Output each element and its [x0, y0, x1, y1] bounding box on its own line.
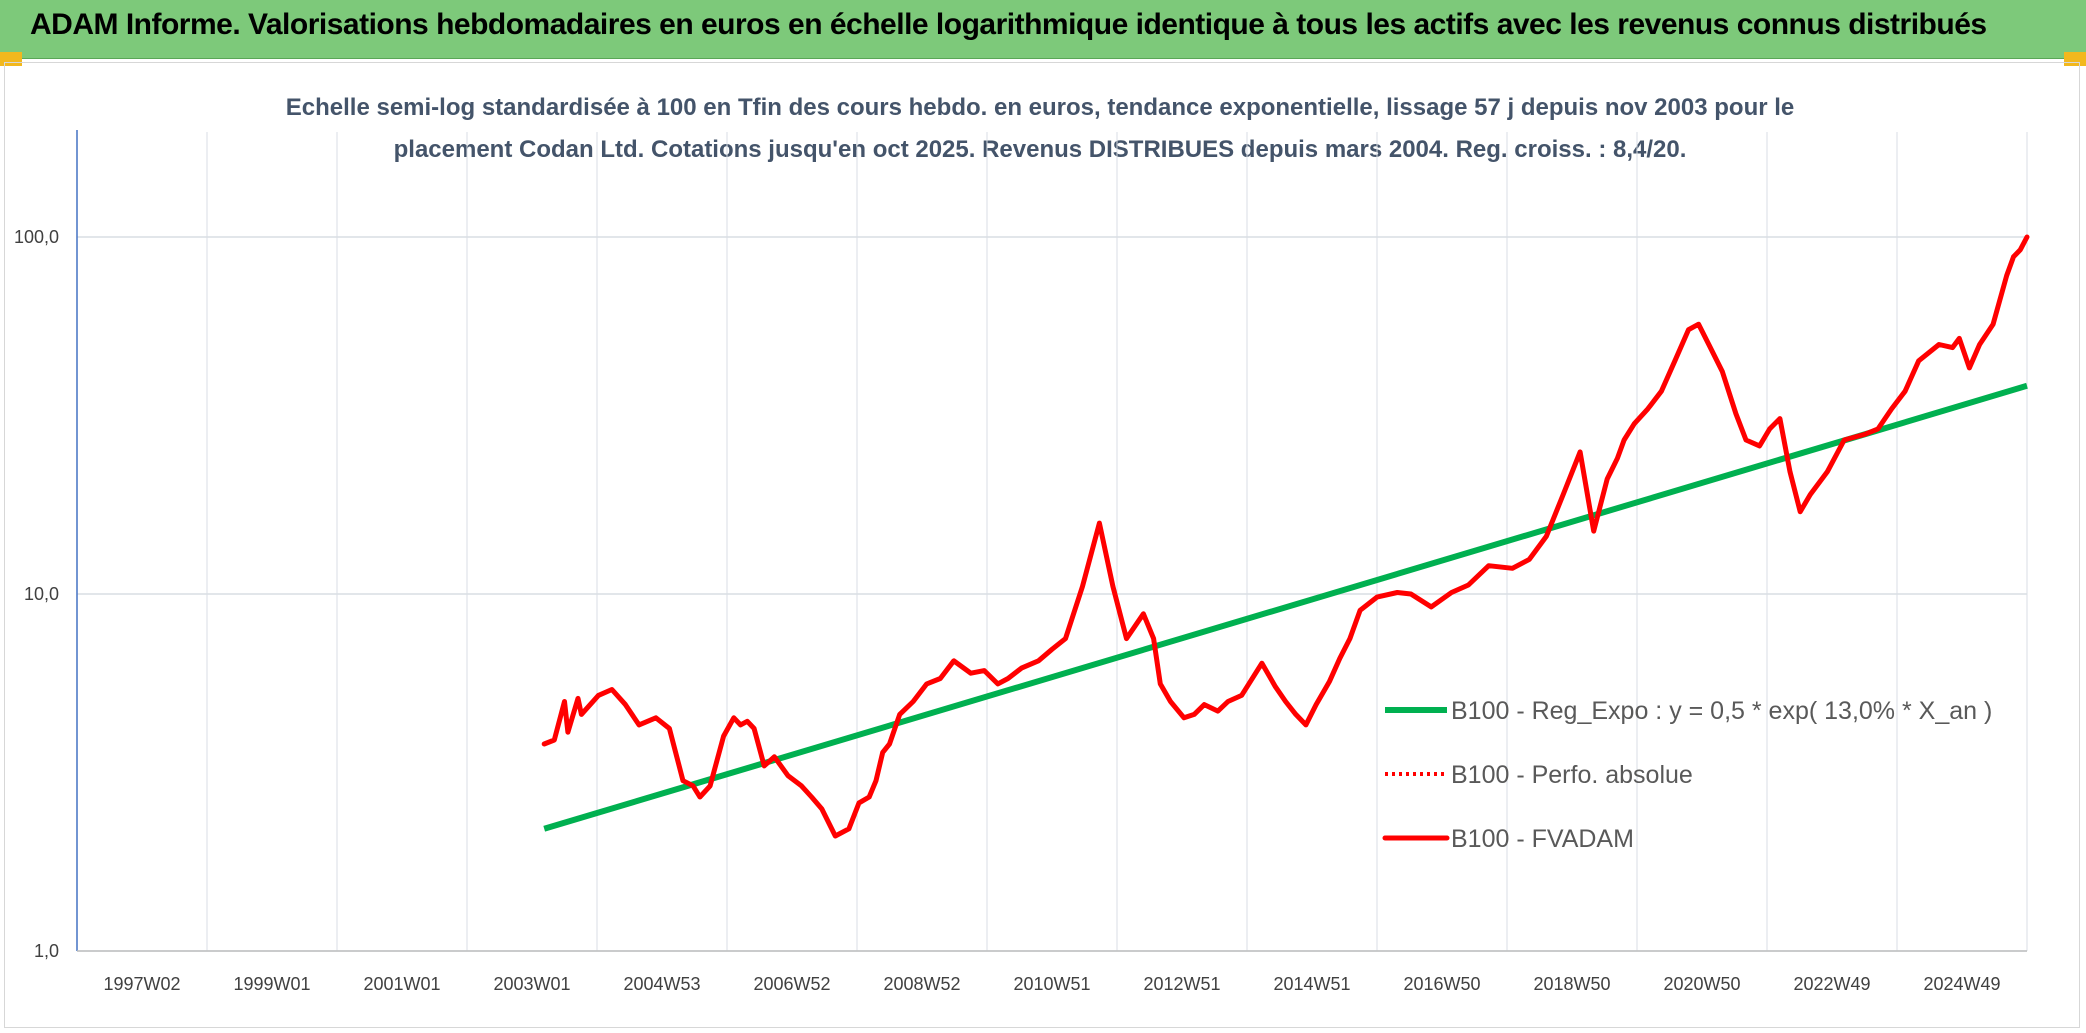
x-tick-label: 2016W50 — [1403, 974, 1480, 994]
legend: B100 - Reg_Expo : y = 0,5 * exp( 13,0% *… — [1382, 697, 1992, 853]
header-bar: ADAM Informe. Valorisations hebdomadaire… — [0, 0, 2086, 59]
legend-entry: B100 - FVADAM — [1451, 825, 1634, 853]
y-tick-label: 10,0 — [24, 584, 59, 604]
y-tick-label: 100,0 — [14, 227, 59, 247]
legend-entry: B100 - Perfo. absolue — [1451, 761, 1693, 789]
y-tick-label: 1,0 — [34, 941, 59, 961]
x-tick-label: 2014W51 — [1273, 974, 1350, 994]
page-title: ADAM Informe. Valorisations hebdomadaire… — [30, 8, 1987, 41]
legend-entry: B100 - Reg_Expo : y = 0,5 * exp( 13,0% *… — [1451, 697, 1992, 725]
grid — [76, 132, 2028, 952]
series — [541, 234, 2030, 839]
x-tick-label: 1997W02 — [103, 974, 180, 994]
x-tick-label: 2006W52 — [753, 974, 830, 994]
chart-title-line-1: Echelle semi-log standardisée à 100 en T… — [286, 94, 1795, 121]
x-tick-label: 2012W51 — [1143, 974, 1220, 994]
x-tick-label: 2004W53 — [623, 974, 700, 994]
x-tick-label: 2001W01 — [363, 974, 440, 994]
x-tick-label: 2018W50 — [1533, 974, 1610, 994]
x-tick-label: 2020W50 — [1663, 974, 1740, 994]
x-tick-label: 2010W51 — [1013, 974, 1090, 994]
series-line-2 — [541, 234, 2030, 839]
x-tick-label: 2008W52 — [883, 974, 960, 994]
axes: 1,0 10,0 100,0 1997W02 1999W01 2001W01 2003W01… — [14, 130, 2027, 994]
x-tick-label: 2024W49 — [1923, 974, 2000, 994]
x-tick-label: 1999W01 — [233, 974, 310, 994]
chart-frame — [4, 62, 2080, 1028]
x-tick-label: 2003W01 — [493, 974, 570, 994]
series-line-0 — [543, 382, 2028, 832]
x-tick-label: 2022W49 — [1793, 974, 1870, 994]
chart-title-line-2: placement Codan Ltd. Cotations jusqu'en … — [394, 136, 1687, 163]
